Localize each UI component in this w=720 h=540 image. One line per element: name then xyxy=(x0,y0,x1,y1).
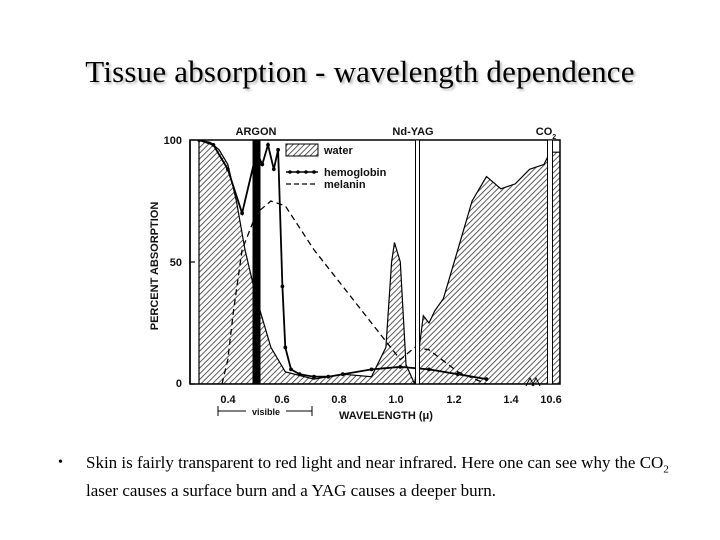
hemoglobin-point xyxy=(289,367,293,372)
hemoglobin-point xyxy=(283,345,288,350)
bullet-dot: • xyxy=(58,455,63,470)
ndyag-label: Nd-YAG xyxy=(392,126,433,138)
hemoglobin-point xyxy=(240,211,244,216)
laser-line-co xyxy=(547,139,553,385)
y-axis-label: PERCENT ABSORPTION xyxy=(149,202,161,331)
y-tick-100: 100 xyxy=(164,135,182,147)
melanin-line xyxy=(221,200,487,384)
hemoglobin-point xyxy=(297,372,302,377)
slide-title: Tissue absorption - wavelength dependenc… xyxy=(85,54,635,89)
argon-label: ARGON xyxy=(236,126,277,138)
x-tick-0.8: 0.8 xyxy=(331,394,346,406)
laser-line-ndyag xyxy=(415,139,420,385)
hemoglobin-point xyxy=(271,167,276,172)
absorption-chart: 100 50 0 PERCENT ABSORPTION 0.4 0.6 0.8 … xyxy=(149,126,562,422)
hemoglobin-point xyxy=(276,147,280,152)
laser-line-argon xyxy=(252,139,261,385)
hemoglobin-point xyxy=(326,374,331,379)
x-tick-10.6: 10.6 xyxy=(540,394,561,406)
hemoglobin-point xyxy=(369,367,374,372)
legend-water-label: water xyxy=(323,145,353,157)
hemoglobin-point xyxy=(211,143,216,147)
bullet-text: Skin is fairly transparent to red light … xyxy=(86,453,669,501)
hemoglobin-point xyxy=(260,162,265,167)
x-tick-1.4: 1.4 xyxy=(503,394,519,406)
x-tick-0.4: 0.4 xyxy=(220,394,236,406)
co2-label: CO2 xyxy=(536,126,557,141)
x-tick-1.2: 1.2 xyxy=(446,394,461,406)
legend-hemoglobin-label: hemoglobin xyxy=(324,167,387,179)
x-axis-label: WAVELENGTH (μ) xyxy=(339,410,433,422)
x-tick-1.0: 1.0 xyxy=(388,394,403,406)
hemoglobin-point xyxy=(280,284,285,289)
hemoglobin-point xyxy=(427,367,431,372)
y-tick-50: 50 xyxy=(170,257,182,269)
y-tick-0: 0 xyxy=(176,378,182,390)
chart-legend: water hemoglobin melanin xyxy=(285,143,387,191)
visible-label: visible xyxy=(252,407,280,417)
water-area xyxy=(198,140,560,384)
hemoglobin-point xyxy=(455,372,460,377)
hemoglobin-point xyxy=(266,143,270,147)
hemoglobin-point xyxy=(312,374,316,379)
hemoglobin-point xyxy=(398,365,403,369)
axis-break-mark xyxy=(525,376,541,387)
hemoglobin-point xyxy=(484,377,489,381)
x-tick-0.6: 0.6 xyxy=(274,394,289,406)
hemoglobin-point xyxy=(340,372,345,377)
legend-melanin-label: melanin xyxy=(324,179,366,191)
hemoglobin-point xyxy=(225,167,230,172)
legend-water-swatch xyxy=(285,143,319,157)
